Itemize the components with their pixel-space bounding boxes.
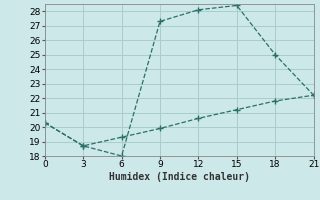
X-axis label: Humidex (Indice chaleur): Humidex (Indice chaleur) — [109, 172, 250, 182]
